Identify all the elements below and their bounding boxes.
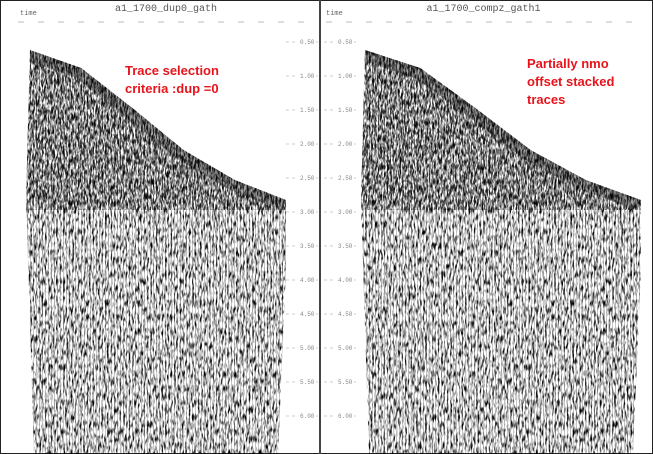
tick-label-bg: [336, 140, 354, 148]
time-label: 4.00: [300, 277, 315, 284]
annotation: traces: [527, 92, 565, 107]
tick-label-bg: [298, 242, 316, 250]
time-label: 1.50: [338, 107, 353, 114]
tick-label-bg: [336, 208, 354, 216]
time-label: 3.50: [338, 243, 353, 250]
tick-label-bg: [298, 106, 316, 114]
tick-label-bg: [298, 208, 316, 216]
tick-label-bg: [298, 344, 316, 352]
tick-label-bg: [298, 378, 316, 386]
time-label: 5.50: [338, 379, 353, 386]
time-label: 2.50: [338, 175, 353, 182]
tick-label-bg: [336, 72, 354, 80]
time-label: 6.00: [300, 413, 315, 420]
time-label: 3.00: [338, 209, 353, 216]
time-label: 3.00: [300, 209, 315, 216]
annotation: offset stacked: [527, 74, 614, 89]
tick-label-bg: [298, 276, 316, 284]
time-label: 6.00: [338, 413, 353, 420]
time-label: 1.00: [300, 73, 315, 80]
tick-label-bg: [336, 106, 354, 114]
tick-label-bg: [336, 344, 354, 352]
header-label: time: [20, 10, 37, 18]
time-label: 1.50: [300, 107, 315, 114]
panel-title: a1_1700_compz_gath1: [426, 3, 540, 15]
tick-label-bg: [298, 174, 316, 182]
time-label: 3.50: [300, 243, 315, 250]
time-label: 0.50: [300, 39, 315, 46]
tick-label-bg: [298, 412, 316, 420]
tick-label-bg: [298, 38, 316, 46]
time-label: 4.50: [300, 311, 315, 318]
tick-label-bg: [336, 310, 354, 318]
header-label: time: [326, 10, 343, 18]
tick-label-bg: [336, 38, 354, 46]
annotation: criteria :dup =0: [125, 81, 219, 96]
time-label: 5.50: [300, 379, 315, 386]
time-label: 5.00: [300, 345, 315, 352]
tick-label-bg: [336, 378, 354, 386]
tick-label-bg: [298, 140, 316, 148]
time-label: 2.00: [300, 141, 315, 148]
tick-label-bg: [336, 412, 354, 420]
time-label: 4.00: [338, 277, 353, 284]
tick-label-bg: [336, 174, 354, 182]
tick-label-bg: [336, 276, 354, 284]
panel-title: a1_1700_dup0_gath: [115, 3, 217, 15]
time-label: 0.50: [338, 39, 353, 46]
time-label: 2.00: [338, 141, 353, 148]
annotation: Trace selection: [125, 63, 219, 78]
time-label: 5.00: [338, 345, 353, 352]
tick-label-bg: [298, 72, 316, 80]
tick-label-bg: [298, 310, 316, 318]
tick-label-bg: [336, 242, 354, 250]
annotation: Partially nmo: [527, 56, 609, 71]
time-label: 4.50: [338, 311, 353, 318]
time-label: 1.00: [338, 73, 353, 80]
time-label: 2.50: [300, 175, 315, 182]
